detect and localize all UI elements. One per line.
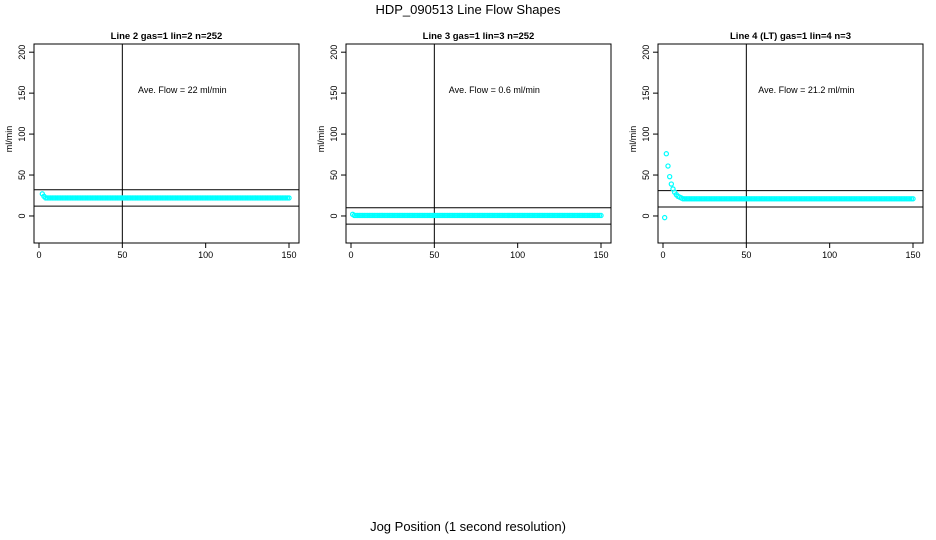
x-tick-label: 100 bbox=[198, 250, 213, 260]
y-tick-label: 150 bbox=[329, 86, 339, 101]
y-tick-label: 0 bbox=[329, 213, 339, 218]
y-axis-label: ml/min bbox=[4, 126, 14, 153]
panel-title: Line 2 gas=1 lin=2 n=252 bbox=[111, 31, 223, 42]
y-axis-label: ml/min bbox=[628, 126, 638, 153]
y-tick-label: 200 bbox=[641, 45, 651, 60]
y-tick-label: 200 bbox=[329, 45, 339, 60]
data-point bbox=[668, 181, 675, 187]
data-point bbox=[663, 151, 670, 157]
page-title: HDP_090513 Line Flow Shapes bbox=[375, 2, 561, 17]
x-tick-label: 50 bbox=[117, 250, 127, 260]
x-tick-label: 50 bbox=[429, 250, 439, 260]
x-tick-label: 0 bbox=[660, 250, 665, 260]
y-tick-label: 100 bbox=[641, 127, 651, 142]
data-point bbox=[286, 195, 292, 201]
panel-title: Line 3 gas=1 lin=3 n=252 bbox=[423, 31, 535, 42]
data-point bbox=[666, 173, 673, 180]
y-tick-label: 150 bbox=[641, 86, 651, 101]
y-tick-label: 100 bbox=[17, 127, 27, 142]
data-point bbox=[661, 214, 668, 221]
plot-frame bbox=[345, 43, 612, 244]
average-flow-annotation: Ave. Flow = 21.2 ml/min bbox=[758, 85, 854, 95]
x-tick-label: 0 bbox=[348, 250, 353, 260]
x-tick-label: 150 bbox=[905, 250, 920, 260]
y-axis-label: ml/min bbox=[316, 126, 326, 153]
y-tick-label: 100 bbox=[329, 127, 339, 142]
y-tick-label: 200 bbox=[17, 45, 27, 60]
panel-title: Line 4 (LT) gas=1 lin=4 n=3 bbox=[730, 31, 851, 42]
y-tick-label: 50 bbox=[641, 170, 651, 180]
y-tick-label: 0 bbox=[641, 213, 651, 218]
data-point bbox=[665, 163, 671, 169]
average-flow-annotation: Ave. Flow = 0.6 ml/min bbox=[449, 85, 540, 95]
x-tick-label: 100 bbox=[510, 250, 525, 260]
x-axis-title: Jog Position (1 second resolution) bbox=[370, 519, 566, 534]
y-tick-label: 50 bbox=[17, 170, 27, 180]
y-tick-label: 150 bbox=[17, 86, 27, 101]
y-tick-label: 50 bbox=[329, 170, 339, 180]
x-tick-label: 150 bbox=[593, 250, 608, 260]
average-flow-annotation: Ave. Flow = 22 ml/min bbox=[138, 85, 227, 95]
x-tick-label: 50 bbox=[741, 250, 751, 260]
x-tick-label: 100 bbox=[822, 250, 837, 260]
x-tick-label: 0 bbox=[36, 250, 41, 260]
plot-frame bbox=[33, 43, 300, 244]
y-tick-label: 0 bbox=[17, 213, 27, 218]
x-tick-label: 150 bbox=[281, 250, 296, 260]
data-point bbox=[598, 212, 604, 219]
data-point bbox=[910, 196, 916, 202]
plot-frame bbox=[657, 43, 924, 244]
